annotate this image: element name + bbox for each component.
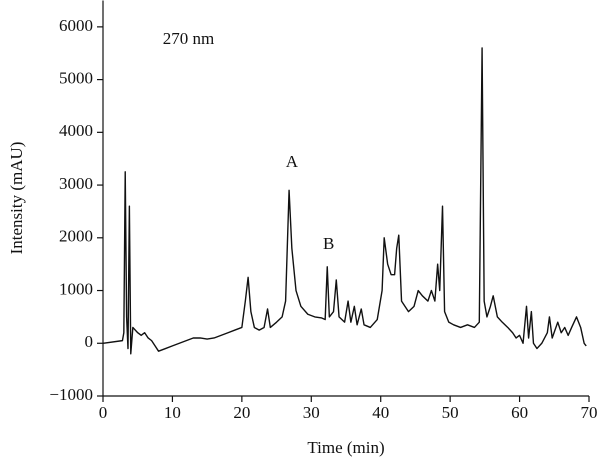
annotation: A xyxy=(286,152,299,171)
y-tick-label: 6000 xyxy=(59,16,93,35)
trace xyxy=(102,47,587,355)
y-tick-label: 2000 xyxy=(59,227,93,246)
x-tick-label: 10 xyxy=(164,403,181,422)
y-tick-label: 3000 xyxy=(59,174,93,193)
y-tick-label: 4000 xyxy=(59,121,93,140)
x-axis-label: Time (min) xyxy=(307,438,384,457)
y-tick-label: 5000 xyxy=(59,69,93,88)
x-tick-label: 50 xyxy=(442,403,459,422)
y-tick-label: −1000 xyxy=(49,385,93,404)
annotation: 270 nm xyxy=(163,29,214,48)
y-axis-label: Intensity (mAU) xyxy=(7,142,26,255)
x-tick-label: 60 xyxy=(511,403,528,422)
x-tick-label: 20 xyxy=(233,403,250,422)
x-tick-label: 0 xyxy=(99,403,108,422)
y-tick-label: 1000 xyxy=(59,279,93,298)
x-tick-label: 30 xyxy=(303,403,320,422)
x-tick-label: 70 xyxy=(581,403,598,422)
y-tick-label: 0 xyxy=(85,332,94,351)
annotation: B xyxy=(323,234,334,253)
x-tick-label: 40 xyxy=(372,403,389,422)
